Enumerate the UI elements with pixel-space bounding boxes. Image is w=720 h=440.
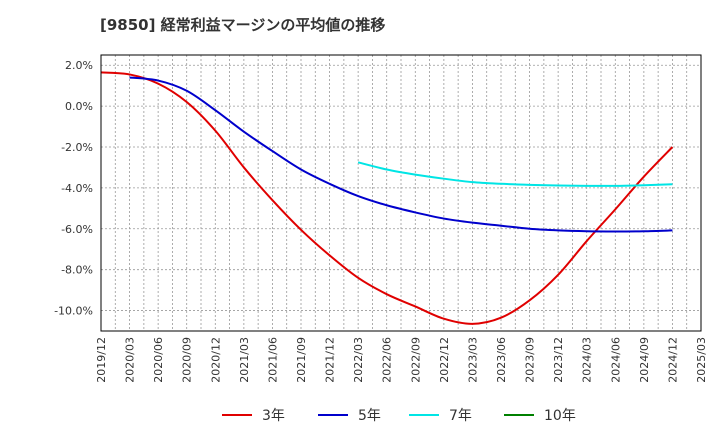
x-tick-label: 2024/12: [666, 337, 679, 383]
y-tick-label: -10.0%: [54, 305, 93, 318]
x-tick-label: 2021/09: [295, 337, 308, 383]
x-tick-label: 2020/09: [181, 337, 194, 383]
series-line-3年: [100, 71, 674, 325]
y-axis-ticks: 2.0% 0.0% -2.0% -4.0% -6.0% -8.0% -10.0%: [54, 59, 93, 317]
y-tick-label: 2.0%: [65, 59, 93, 72]
x-tick-label: 2022/03: [352, 337, 365, 383]
legend-item: 10年: [504, 405, 576, 425]
chart-title: [9850] 経常利益マージンの平均値の推移: [100, 16, 386, 34]
series-line-5年: [129, 76, 673, 233]
legend-label: 10年: [544, 408, 576, 424]
legend-label: 5年: [358, 408, 381, 424]
y-tick-label: -4.0%: [61, 182, 93, 195]
x-tick-label: 2021/03: [238, 337, 251, 383]
x-tick-label: 2022/12: [438, 337, 451, 383]
legend-label: 3年: [262, 408, 285, 424]
legend: 3年 5年 7年 10年: [0, 400, 720, 430]
legend-swatch: [318, 414, 348, 416]
series-lines: [100, 71, 674, 325]
x-tick-label: 2023/06: [495, 337, 508, 383]
x-tick-label: 2020/06: [152, 337, 165, 383]
series-line-7年: [357, 161, 673, 187]
legend-swatch: [409, 414, 439, 416]
y-tick-label: -6.0%: [61, 223, 93, 236]
x-tick-label: 2021/12: [324, 337, 337, 383]
x-tick-label: 2024/09: [638, 337, 651, 383]
grid-lines: [101, 55, 701, 331]
x-tick-label: 2024/03: [581, 337, 594, 383]
x-tick-label: 2019/12: [95, 337, 108, 383]
x-tick-label: 2023/12: [552, 337, 565, 383]
legend-label: 7年: [449, 408, 472, 424]
legend-item: 3年: [222, 405, 285, 425]
x-tick-label: 2024/06: [609, 337, 622, 383]
x-tick-label: 2025/03: [695, 337, 708, 383]
x-tick-label: 2023/09: [524, 337, 537, 383]
x-tick-label: 2020/03: [124, 337, 137, 383]
y-tick-label: -2.0%: [61, 141, 93, 154]
x-tick-label: 2022/09: [409, 337, 422, 383]
y-tick-label: -8.0%: [61, 264, 93, 277]
legend-swatch: [504, 414, 534, 416]
y-tick-label: 0.0%: [65, 100, 93, 113]
legend-swatch: [222, 414, 252, 416]
legend-item: 5年: [318, 405, 381, 425]
x-tick-label: 2020/12: [209, 337, 222, 383]
plot-frame: [100, 54, 702, 332]
x-tick-label: 2023/03: [466, 337, 479, 383]
x-tick-label: 2021/06: [266, 337, 279, 383]
x-tick-label: 2022/06: [381, 337, 394, 383]
x-axis-ticks: 2019/12 2020/03 2020/06 2020/09 2020/12 2021/…: [95, 337, 708, 383]
legend-item: 7年: [409, 405, 472, 425]
